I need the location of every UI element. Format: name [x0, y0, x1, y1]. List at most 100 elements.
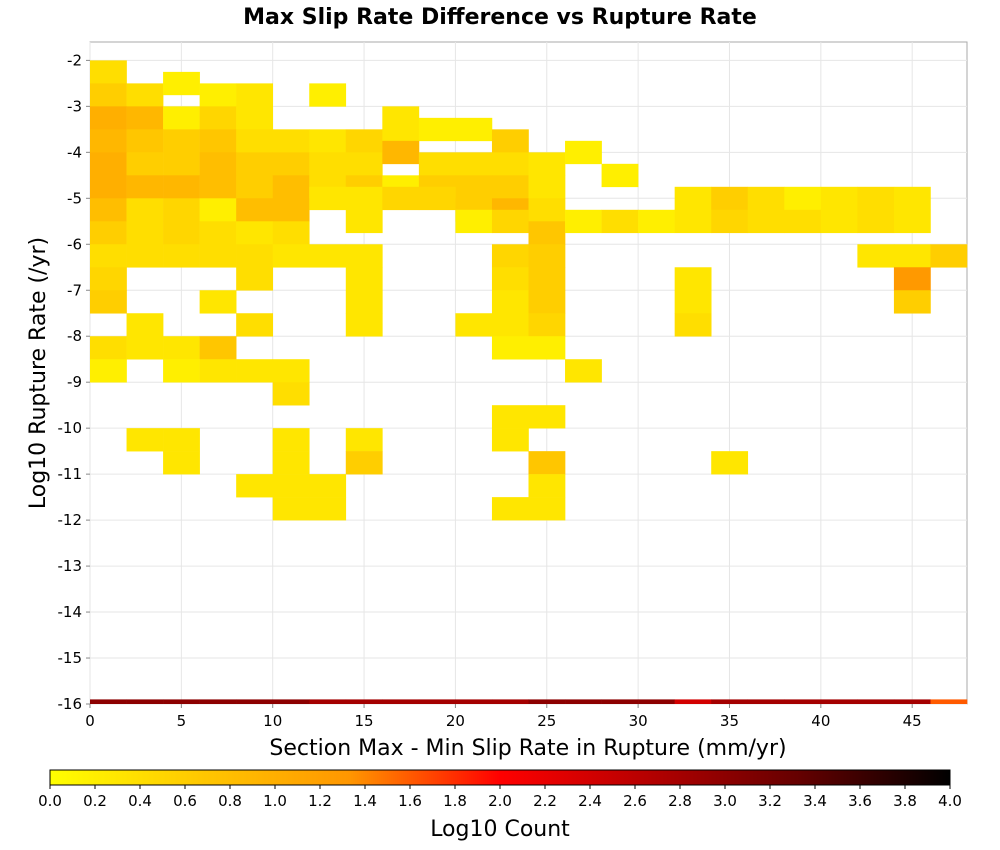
heatmap-cell: [747, 209, 785, 234]
heatmap-cell: [199, 336, 237, 360]
heatmap-cell: [491, 175, 529, 199]
heatmap-cell: [345, 209, 383, 234]
heatmap-cell: [528, 497, 566, 521]
colorbar-tick-label: 1.8: [443, 792, 467, 810]
heatmap-cell: [309, 186, 347, 211]
heatmap-cell-bottom: [674, 699, 712, 704]
heatmap-cell: [163, 451, 200, 475]
heatmap-cell: [272, 129, 310, 153]
heatmap-cell: [455, 175, 493, 199]
heatmap-cell: [90, 198, 127, 222]
colorbar-tick-label: 0.4: [128, 792, 152, 810]
heatmap-cell: [418, 186, 456, 211]
y-tick-label: -7: [67, 281, 82, 299]
heatmap-cell: [199, 359, 237, 383]
heatmap-cell-bottom: [893, 699, 931, 704]
heatmap-cell: [163, 129, 200, 153]
heatmap-cell: [528, 290, 566, 314]
heatmap-cell: [90, 336, 127, 360]
y-tick-label: -14: [58, 603, 83, 621]
heatmap-cell: [272, 382, 310, 406]
y-tick-label: -2: [67, 51, 82, 69]
heatmap-cell-bottom: [784, 699, 822, 704]
heatmap-cell: [528, 474, 566, 498]
heatmap-cell: [747, 186, 785, 211]
y-tick-label: -4: [67, 143, 82, 161]
heatmap-cell: [126, 129, 164, 153]
colorbar-tick-label: 1.0: [263, 792, 287, 810]
heatmap-cell: [491, 209, 529, 234]
x-ticks: 0 5 10 15 20 25 30 35 40 45: [85, 704, 922, 730]
heatmap-cell: [309, 474, 347, 498]
heatmap-cell: [711, 451, 749, 475]
heatmap-cell: [528, 244, 566, 268]
heatmap-cell: [126, 83, 164, 107]
heatmap-cell: [309, 152, 347, 176]
heatmap-cell: [236, 129, 274, 153]
heatmap-cell: [565, 359, 602, 383]
heatmap-cell: [272, 244, 310, 268]
heatmap-cell: [345, 290, 383, 314]
y-tick-label: -10: [58, 419, 83, 437]
colorbar-tick-label: 3.4: [803, 792, 827, 810]
heatmap-cell: [163, 152, 200, 176]
heatmap-cell-bottom: [857, 699, 895, 704]
heatmap-cell: [236, 198, 274, 222]
heatmap-cell: [784, 186, 822, 211]
heatmap-cell: [236, 221, 274, 245]
heatmap-cell: [309, 129, 347, 153]
heatmap-cell: [930, 244, 968, 268]
heatmap-cell: [711, 186, 749, 211]
heatmap-cell: [126, 428, 164, 452]
heatmap-cell: [163, 198, 200, 222]
heatmap-cell: [163, 336, 200, 360]
heatmap-cell: [199, 221, 237, 245]
heatmap-cell: [382, 106, 420, 130]
heatmap-cell: [309, 83, 347, 107]
heatmap-cell: [820, 186, 858, 211]
heatmap-cell: [272, 152, 310, 176]
heatmap-cell-bottom: [528, 699, 566, 704]
y-tick-label: -15: [58, 649, 83, 667]
heatmap-cell: [199, 198, 237, 222]
heatmap-cell-bottom: [163, 699, 200, 704]
x-tick-label: 15: [355, 712, 374, 730]
x-axis-label: Section Max - Min Slip Rate in Rupture (…: [269, 736, 786, 761]
heatmap-cell: [163, 71, 200, 96]
heatmap-cell: [90, 60, 127, 84]
heatmap-cell: [90, 106, 127, 130]
colorbar-tick-label: 3.2: [758, 792, 782, 810]
heatmap-cell: [236, 83, 274, 107]
heatmap-cell: [163, 221, 200, 245]
y-tick-label: -8: [67, 327, 82, 345]
heatmap-cell: [455, 313, 493, 337]
y-tick-label: -9: [67, 373, 82, 391]
heatmap-cell: [236, 152, 274, 176]
heatmap-cell: [857, 209, 895, 234]
heatmap-cell: [272, 198, 310, 222]
colorbar-tick-label: 2.0: [488, 792, 512, 810]
heatmap-cell: [199, 83, 237, 107]
heatmap-cells: [90, 60, 968, 704]
heatmap-cell: [528, 313, 566, 337]
heatmap-cell-bottom: [820, 699, 858, 704]
heatmap-cell: [236, 474, 274, 498]
heatmap-cell: [893, 244, 931, 268]
heatmap-cell: [418, 117, 456, 142]
heatmap-cell: [199, 152, 237, 176]
heatmap-cell: [199, 129, 237, 153]
heatmap-cell: [491, 152, 529, 176]
colorbar-tick-label: 2.2: [533, 792, 557, 810]
colorbar-tick-label: 2.4: [578, 792, 602, 810]
heatmap-cell: [893, 186, 931, 211]
colorbar-tick-label: 0.8: [218, 792, 242, 810]
heatmap-cell: [893, 209, 931, 234]
colorbar-tick-label: 3.8: [893, 792, 917, 810]
colorbar-tick-label: 3.0: [713, 792, 737, 810]
heatmap-cell: [345, 451, 383, 475]
heatmap-cell: [126, 106, 164, 130]
heatmap-cell: [272, 175, 310, 199]
heatmap-cell: [491, 405, 529, 429]
colorbar-tick-label: 3.6: [848, 792, 872, 810]
